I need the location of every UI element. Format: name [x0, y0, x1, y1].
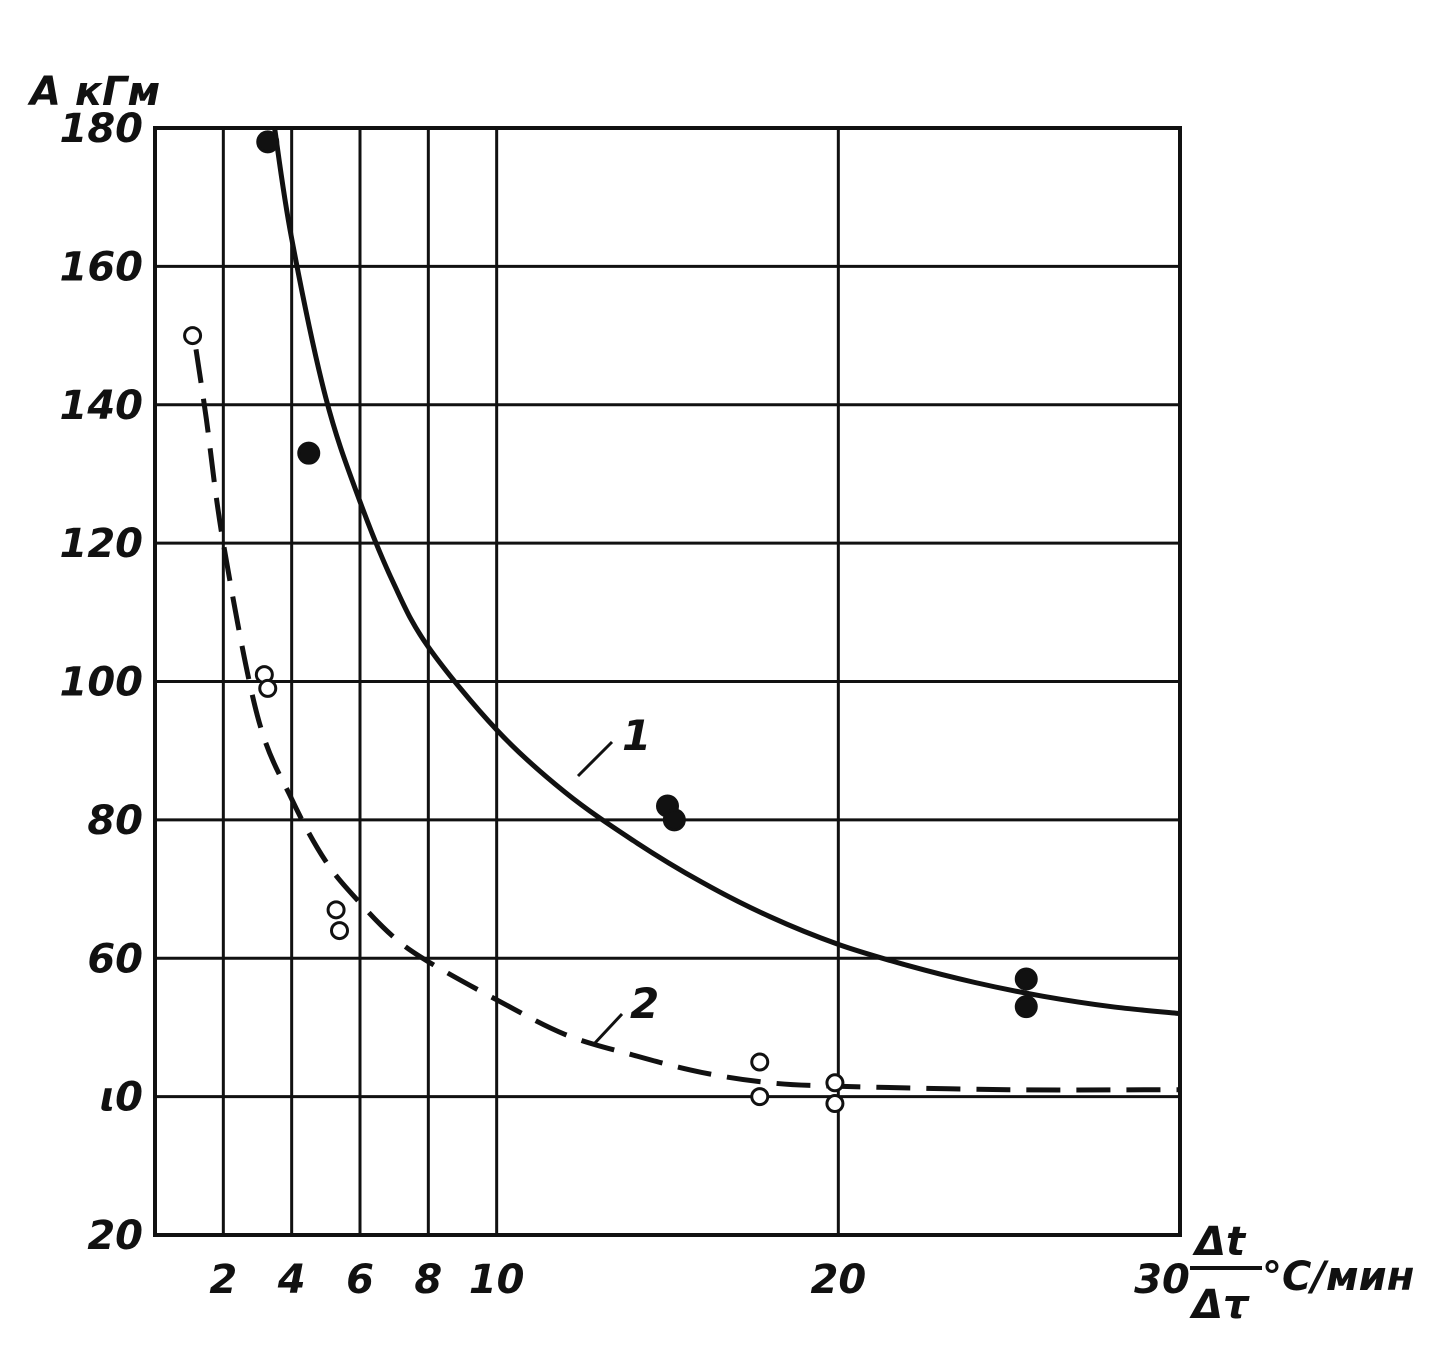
y-tick-label: 60 — [87, 936, 143, 982]
y-axis-label: А кГм — [27, 69, 160, 115]
data-points — [183, 130, 1038, 1114]
x-tick-label: 20 — [810, 1257, 866, 1303]
x-tick-label: 6 — [346, 1257, 374, 1303]
y-tick-label: 140 — [60, 383, 144, 429]
series-2-point — [326, 900, 346, 920]
series-2-point — [825, 1094, 845, 1114]
y-tick-label: 180 — [60, 106, 144, 152]
series-2-leader — [592, 1012, 624, 1046]
grid — [153, 126, 1182, 1237]
series-2-point — [750, 1087, 770, 1107]
x-tick-label: 8 — [414, 1257, 442, 1303]
series-1-label: 1 — [622, 711, 651, 760]
x-tick-label: 2 — [209, 1257, 237, 1303]
series-2-point — [750, 1052, 770, 1072]
y-tick-label: 80 — [87, 798, 143, 844]
y-tick-label: 120 — [60, 521, 144, 567]
y-tick-label: 100 — [60, 660, 144, 706]
series-2-point — [258, 678, 278, 698]
series-1-curve — [272, 127, 1181, 1017]
x-tick-label: 30 — [1134, 1257, 1190, 1303]
series-2-point — [330, 921, 349, 941]
y-tick-label: 20 — [87, 1213, 143, 1259]
x-tick-label: 4 — [277, 1257, 306, 1303]
series-1-point — [1014, 995, 1038, 1019]
series-1-leader — [576, 740, 614, 778]
x-axis-label-denominator: Δτ — [1189, 1282, 1250, 1328]
series-1-point — [662, 808, 686, 832]
y-tick-label: 160 — [60, 244, 144, 290]
x-axis-unit: °C/мин — [1262, 1254, 1414, 1300]
labels: А кГм Δt Δτ °C/мин 20ι060801001201401601… — [27, 69, 1414, 1328]
x-axis-label-numerator: Δt — [1192, 1219, 1247, 1265]
x-tick-label: 10 — [469, 1257, 525, 1303]
series-1-point — [297, 441, 321, 465]
series-1-point — [256, 130, 280, 154]
y-tick-label: ι0 — [100, 1075, 143, 1121]
curves — [193, 127, 1181, 1093]
series-1-point — [1014, 967, 1038, 991]
series-2-point — [825, 1073, 845, 1093]
series-2-point — [183, 326, 203, 346]
series-2-label: 2 — [630, 979, 659, 1028]
